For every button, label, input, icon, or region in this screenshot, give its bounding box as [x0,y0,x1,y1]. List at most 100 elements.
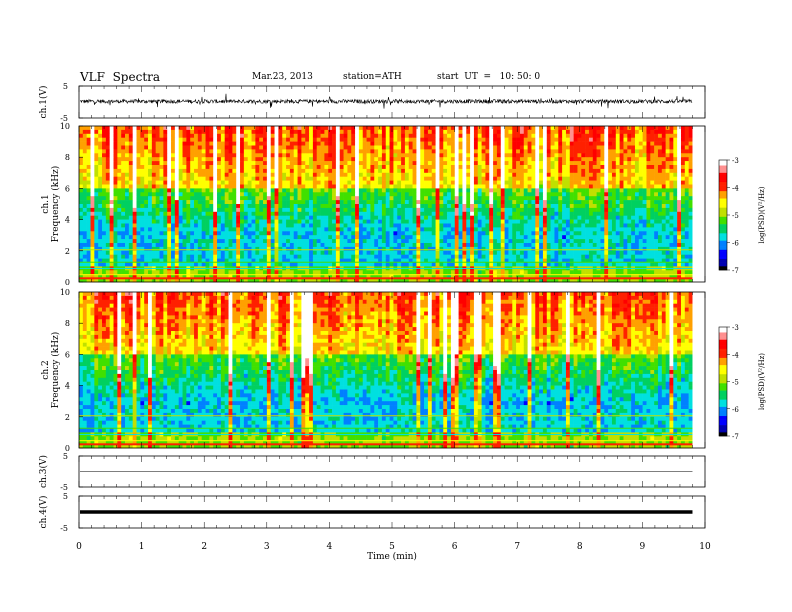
spectrogram-cell [631,145,636,150]
spectrogram-cell [596,180,601,185]
spectrogram-cell [286,207,291,213]
spectrogram-cell [324,239,329,244]
spectrogram-cell [82,168,87,174]
spectrogram-cell [174,231,179,236]
spectrogram-cell [332,129,337,135]
spectrogram-cell [661,180,666,185]
spectrogram-cell [105,161,110,166]
spectrogram-cell [374,231,379,236]
spectrogram-cell [132,219,137,224]
spectrogram-cell [213,204,218,209]
spectrogram-cell [121,172,126,177]
spectrogram-cell [677,153,682,158]
spectrogram-cell [535,172,540,177]
spectrogram-cell [585,227,590,232]
spectrogram-cell [677,215,682,220]
spectrogram-cell [519,165,525,170]
spectrogram-cell [427,145,433,150]
spectrogram-cell [619,145,624,150]
spectrogram-cell [243,180,248,185]
spectrogram-cell [94,141,99,146]
spectrogram-cell [665,141,670,146]
spectrogram-cell [439,235,444,240]
spectrogram-cell [688,126,693,131]
spectrogram-cell [128,231,133,236]
spectrogram-cell [677,219,682,224]
spectrogram-cell [523,133,528,138]
spectrogram-cell [144,157,149,162]
spectrogram-cell [332,161,337,166]
spectrogram-cell [596,141,601,146]
spectrogram-cell [309,129,314,135]
spectrogram-cell [148,227,153,232]
spectrogram-cell [209,188,214,193]
spectrogram-cell [236,129,241,135]
spectrogram-cell [224,200,229,205]
spectrogram-cell [673,180,678,185]
spectrogram-cell [301,215,306,220]
spectrogram-cell [569,223,574,228]
spectrogram-cell [408,231,413,236]
spectrogram-cell [470,184,475,189]
spectrogram-cell [435,192,440,197]
spectrogram-cell [220,180,225,185]
spectrogram-cell [105,211,110,216]
spectrogram-cell [332,180,337,185]
spectrogram-cell [278,129,283,135]
spectrogram-cell [466,153,471,158]
spectrogram-cell [224,196,229,201]
spectrogram-cell [117,168,122,174]
spectrogram-cell [374,161,379,166]
spectrogram-cell [527,215,532,220]
spectrogram-cell [435,161,440,166]
spectrogram-cell [669,223,674,228]
spectrogram-cell [102,153,107,158]
spectrogram-cell [416,161,421,166]
spectrogram-cell [397,137,402,142]
spectrogram-cell [454,126,459,131]
spectrogram-cell [646,168,651,174]
spectrogram-cell [500,204,505,209]
spectrogram-cell [477,196,482,201]
spectrogram-cell [519,235,525,240]
spectrogram-cell [485,149,490,154]
spectrogram-cell [98,133,103,138]
spectrogram-cell [408,227,413,232]
spectrogram-cell [117,133,122,138]
spectrogram-cell [328,153,333,158]
spectrogram-cell [420,149,425,154]
spectrogram-cell [312,207,318,213]
spectrogram-cell [385,126,390,131]
spectrogram-cell [466,126,471,131]
spectrogram-cell [259,231,264,236]
spectrogram-cell [259,161,264,166]
spectrogram-cell [113,207,118,213]
spectrogram-cell [278,145,283,150]
spectrogram-cell [477,129,482,135]
spectrogram-cell [642,145,647,150]
spectrogram-cell [102,184,107,189]
spectrogram-cell [654,165,659,170]
spectrogram-cell [358,211,364,216]
spectrogram-cell [527,141,532,146]
spectrogram-cell [669,188,674,193]
spectrogram-cell [251,153,256,158]
spectrogram-cell [611,211,617,216]
spectrogram-cell [266,200,272,205]
spectrogram-cell [240,133,245,138]
spectrogram-cell [542,129,548,135]
spectrogram-cell [427,149,433,154]
spectrogram-cell [493,157,498,162]
spectrogram-cell [240,180,245,185]
spectrogram-cell [493,211,498,216]
spectrogram-cell [385,137,390,142]
spectrogram-cell [381,157,387,162]
spectrogram-cell [144,141,149,146]
spectrogram-cell [105,126,110,131]
spectrogram-cell [485,172,490,177]
spectrogram-cell [109,165,114,170]
spectrogram-cell [339,215,344,220]
spectrogram-cell [343,168,348,174]
spectrogram-cell [458,180,463,185]
spectrogram-cell [274,168,279,174]
